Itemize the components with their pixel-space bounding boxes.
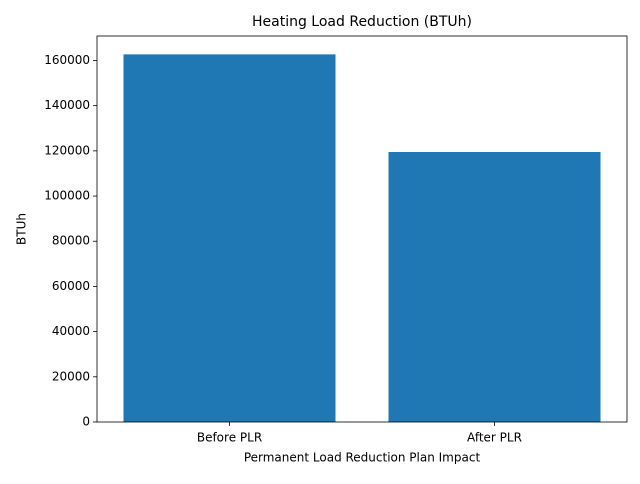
chart-title: Heating Load Reduction (BTUh) (252, 14, 472, 30)
bar (123, 54, 336, 422)
y-tick-label: 80000 (52, 234, 90, 248)
x-axis-label: Permanent Load Reduction Plan Impact (244, 451, 481, 465)
x-tick-label: Before PLR (197, 431, 262, 445)
y-axis-label: BTUh (15, 213, 29, 245)
x-tick-label: After PLR (467, 431, 522, 445)
y-tick-label: 20000 (52, 369, 90, 383)
bar (388, 151, 601, 423)
y-tick-label: 100000 (44, 189, 90, 203)
y-tick-label: 120000 (44, 143, 90, 157)
y-tick-label: 140000 (44, 98, 90, 112)
plot-frame (96, 35, 628, 423)
y-tick-label: 60000 (52, 279, 90, 293)
y-tick-label: 0 (82, 415, 90, 429)
y-tick-label: 160000 (44, 53, 90, 67)
y-tick-label: 40000 (52, 324, 90, 338)
